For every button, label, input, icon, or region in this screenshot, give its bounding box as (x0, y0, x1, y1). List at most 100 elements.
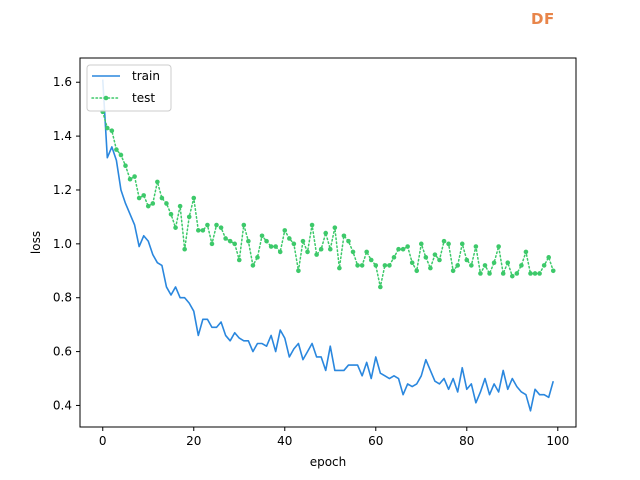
data-point-test (350, 249, 356, 255)
data-point-test (136, 195, 142, 201)
data-point-test (396, 246, 401, 252)
data-point-test (105, 125, 110, 131)
data-point-test (418, 241, 424, 247)
data-point-test (114, 147, 119, 152)
data-point-test (405, 244, 410, 249)
data-point-test (409, 260, 415, 266)
data-point-test (173, 225, 178, 230)
data-point-test (150, 201, 156, 206)
data-point-test (168, 211, 174, 217)
y-tick-label: 1.2 (53, 183, 72, 197)
axes-frame (79, 57, 577, 428)
data-point-test (218, 225, 224, 230)
legend: train test (86, 64, 172, 112)
data-point-test (491, 260, 497, 266)
data-point-test (118, 152, 124, 158)
data-point-test (528, 271, 533, 276)
data-point-test (437, 257, 442, 263)
y-axis-ticks: 0.4 0.6 0.8 1.0 1.2 1.4 1.6 (53, 75, 80, 412)
data-point-test (196, 228, 201, 233)
data-point-test (450, 268, 456, 274)
y-tick-label: 0.6 (53, 345, 72, 359)
data-point-test (127, 176, 133, 182)
data-point-test (368, 257, 374, 263)
data-point-test (387, 263, 392, 268)
data-point-test (505, 260, 511, 266)
legend-train-label: train (132, 69, 160, 83)
data-point-test (223, 236, 228, 241)
x-axis-ticks: 0 20 40 60 80 100 (99, 427, 569, 448)
data-point-test (519, 263, 524, 268)
data-point-test (355, 263, 360, 268)
x-tick-label: 80 (459, 434, 474, 448)
data-point-test (109, 128, 115, 134)
data-point-test (309, 222, 315, 228)
data-point-test (141, 193, 147, 198)
logo: DF (531, 10, 555, 28)
data-point-test (382, 263, 388, 268)
data-point-test (209, 241, 215, 247)
data-point-test (236, 257, 242, 263)
data-point-test (364, 249, 369, 255)
data-point-test (305, 249, 310, 255)
series-line-train (101, 79, 555, 412)
data-point-test (318, 246, 324, 252)
data-point-test (282, 228, 288, 233)
data-point-test (487, 271, 492, 276)
data-point-test (537, 271, 542, 276)
data-point-test (428, 265, 433, 271)
series-line-test (102, 111, 554, 288)
data-point-test (446, 241, 451, 247)
data-point-test (277, 249, 283, 255)
data-point-test (441, 238, 447, 244)
data-point-test (496, 244, 501, 249)
data-point-test (346, 238, 351, 244)
data-point-test (164, 201, 169, 206)
data-point-test (259, 233, 265, 239)
data-point-test (296, 268, 301, 274)
x-tick-label: 60 (368, 434, 383, 448)
data-point-test (214, 222, 219, 228)
data-point-test (459, 241, 465, 247)
data-point-test (200, 228, 206, 233)
legend-test-marker (103, 95, 109, 101)
data-point-test (250, 263, 256, 268)
data-point-test (155, 179, 160, 185)
y-tick-label: 0.4 (53, 398, 72, 412)
y-tick-label: 1.4 (53, 129, 72, 143)
x-tick-label: 100 (546, 434, 569, 448)
data-point-test (423, 255, 429, 260)
data-point-test (182, 246, 187, 252)
data-point-test (523, 249, 529, 255)
data-point-test (532, 271, 538, 276)
data-point-test (268, 244, 274, 249)
data-point-test (509, 273, 515, 279)
data-point-test (482, 263, 488, 268)
data-point-test (186, 214, 192, 220)
data-point-test (123, 163, 128, 169)
data-point-test (300, 238, 306, 244)
data-point-test (227, 238, 233, 244)
data-point-test (323, 230, 329, 236)
data-point-test (132, 174, 137, 179)
data-point-test (378, 284, 383, 290)
data-point-test (159, 195, 165, 201)
data-point-test (332, 225, 338, 230)
data-point-test (241, 222, 247, 228)
data-point-test (473, 244, 479, 249)
plot-lines (100, 79, 556, 412)
data-point-test (255, 255, 260, 260)
data-point-test (246, 238, 251, 244)
data-point-test (359, 263, 365, 268)
data-point-test (287, 236, 292, 241)
data-point-test (191, 195, 197, 201)
y-axis-label: loss (29, 231, 43, 254)
data-point-test (432, 252, 438, 257)
data-point-test (291, 241, 297, 247)
data-point-test (205, 222, 210, 228)
data-point-test (391, 255, 397, 260)
data-point-test (464, 257, 470, 263)
data-point-test (541, 263, 547, 268)
y-tick-label: 0.8 (53, 291, 72, 305)
